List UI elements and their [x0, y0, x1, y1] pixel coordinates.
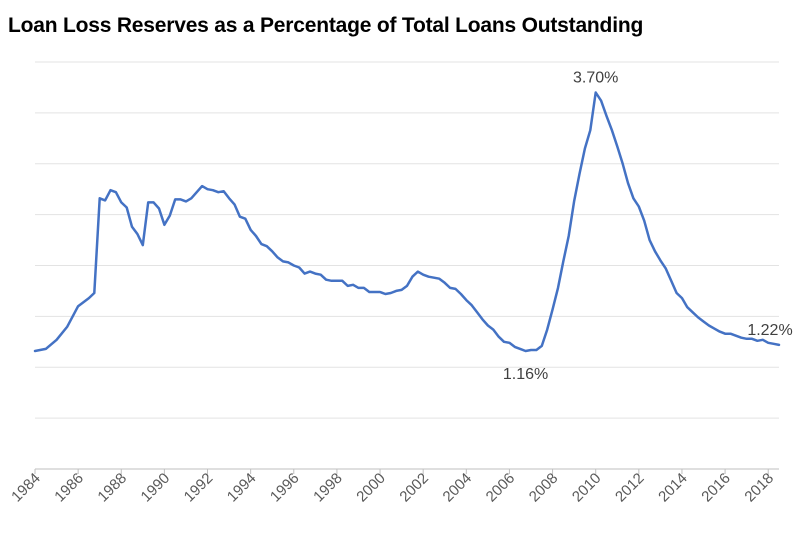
x-tick-label: 2014 — [655, 470, 691, 506]
x-tick-label: 2012 — [612, 470, 648, 506]
x-tick-label: 2004 — [440, 470, 476, 506]
x-axis-ticks: 1984 1986 1988 1990 1992 1994 1996 1998 2000 2002… — [8, 469, 777, 505]
data-labels: 3.70% 1.16% 1.22% — [503, 70, 793, 384]
x-tick-label: 1986 — [51, 470, 87, 506]
x-tick-label: 2000 — [353, 470, 389, 506]
x-tick-label: 1990 — [138, 470, 174, 506]
x-tick-label: 2010 — [569, 470, 605, 506]
x-tick-label: 1984 — [8, 470, 44, 506]
x-tick-label: 1992 — [181, 470, 217, 506]
data-label: 3.70% — [573, 70, 618, 87]
data-label: 1.16% — [503, 366, 548, 383]
x-tick-label: 2016 — [698, 470, 734, 506]
x-tick-label: 2002 — [396, 470, 432, 506]
x-tick-label: 1988 — [94, 470, 130, 506]
x-tick-label: 2018 — [741, 470, 777, 506]
x-tick-label: 2006 — [483, 470, 519, 506]
series-line — [33, 91, 781, 353]
x-tick-label: 1998 — [310, 470, 346, 506]
x-tick-label: 1994 — [224, 470, 260, 506]
chart-title: Loan Loss Reserves as a Percentage of To… — [8, 14, 644, 37]
gridlines — [35, 61, 779, 419]
x-tick-label: 2008 — [526, 470, 562, 506]
data-label: 1.22% — [747, 322, 792, 339]
x-tick-label: 1996 — [267, 470, 303, 506]
